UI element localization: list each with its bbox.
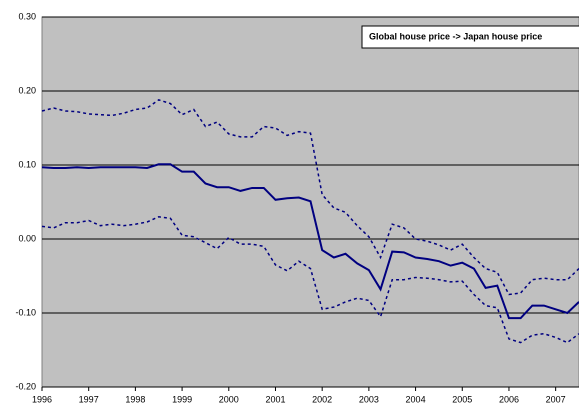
series-line [41,163,579,320]
y-tick-label: 0.00 [18,233,36,243]
x-tick-label: 2007 [546,394,566,404]
y-tick-label: -0.20 [15,381,36,391]
x-tick-label: 2000 [219,394,239,404]
x-tick-label: 1998 [125,394,145,404]
x-tick-label: 1996 [32,394,52,404]
y-tick-label: -0.10 [15,307,36,317]
x-tick-label: 1997 [79,394,99,404]
series-line [41,99,579,296]
x-tick-label: 2006 [499,394,519,404]
x-tick-label: 1999 [172,394,192,404]
y-tick-label: 0.10 [18,159,36,169]
x-tick-label: 2005 [452,394,472,404]
y-tick-label: 0.30 [18,11,36,21]
series-line [41,216,579,344]
annotation: Global house price -> Japan house price [369,31,542,41]
x-tick-label: 2003 [359,394,379,404]
x-tick-label: 2001 [265,394,285,404]
y-tick-label: 0.20 [18,85,36,95]
annotation-box [361,25,579,49]
x-tick-label: 2004 [406,394,426,404]
x-tick-label: 2002 [312,394,332,404]
